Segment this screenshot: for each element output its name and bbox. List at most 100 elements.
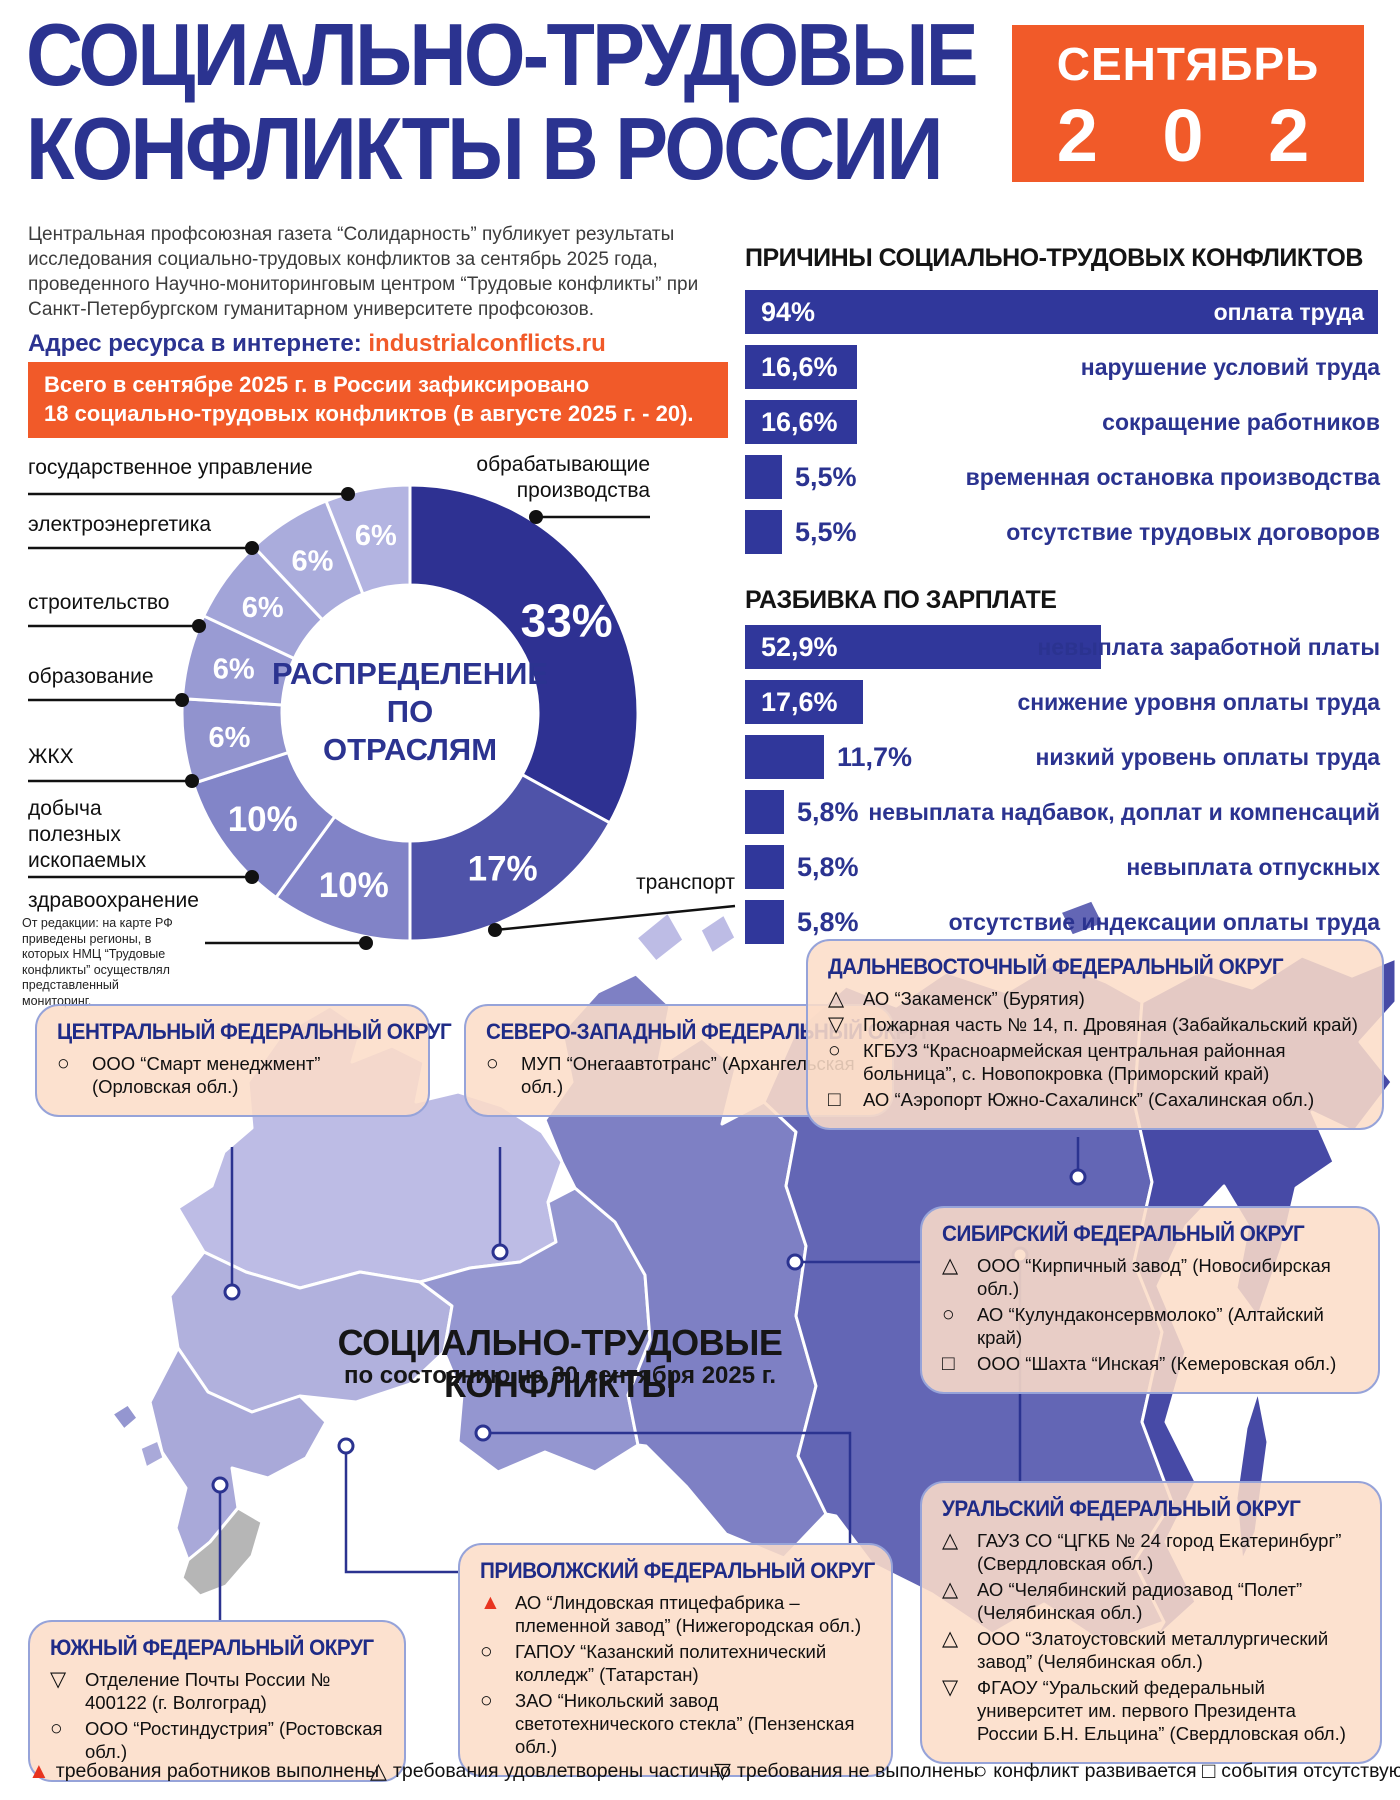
circle-icon: ○ <box>480 1689 493 1712</box>
resource-url-link[interactable]: industrialconflicts.ru <box>368 330 606 357</box>
legend-item-text: требования работников выполнены <box>55 1759 380 1782</box>
conflict-item-text: ГАУЗ СО “ЦГКБ № 24 город Екатеринбург” (… <box>977 1530 1342 1574</box>
period-month: СЕНТЯБРЬ <box>1056 38 1320 90</box>
salary-chart-title: РАЗБИВКА ПО ЗАРПЛАТЕ <box>745 586 1057 614</box>
conflict-list-item: ○ АО “Кулундаконсервмолоко” (Алтайский кр… <box>942 1303 1358 1349</box>
page-title: СОЦИАЛЬНО-ТРУДОВЫЕ КОНФЛИКТЫ В РОССИИ <box>26 5 979 196</box>
banner-line1: Всего в сентябре 2025 г. в России зафикс… <box>44 372 590 397</box>
map-island-1 <box>634 910 686 964</box>
svg-text:РАСПРЕДЕЛЕНИЕ: РАСПРЕДЕЛЕНИЕ <box>272 656 548 691</box>
conflict-item-text: АО “Челябинский радиозавод “Полет” (Челя… <box>977 1579 1303 1623</box>
legend-item-text: требования удовлетворены частично <box>392 1759 731 1782</box>
pie-label-healthcare: здравоохранение <box>28 889 199 912</box>
legend-item: ▽ требования не выполнены <box>714 1758 978 1784</box>
conflict-list-item: ○ ООО “Ростиндустрия” (Ростовская обл.) <box>50 1717 384 1763</box>
triangle-up-icon: △ <box>828 987 845 1010</box>
legend-item: ▲ требования работников выполнены <box>28 1758 379 1784</box>
triangle-up-icon: △ <box>942 1254 959 1277</box>
svg-text:ПО: ПО <box>387 694 433 729</box>
pie-slice-value: 6% <box>292 545 334 577</box>
bar-row: 5,8% отсутствие индексации оплаты труда <box>745 900 1380 944</box>
triangle-down-icon: ▽ <box>50 1668 67 1691</box>
circle-icon: ○ <box>480 1640 493 1663</box>
bar <box>745 735 824 779</box>
pie-slice-6 <box>201 544 325 661</box>
map-subtitle: по состоянию на 30 сентября 2025 г. <box>343 1362 777 1389</box>
circle-icon: ○ <box>828 1039 841 1062</box>
pie-slice-1 <box>408 772 612 943</box>
period-year: 2 0 2 5 <box>1056 94 1332 262</box>
conflict-item-text: КГБУЗ “Красноармейская центральная район… <box>863 1040 1286 1084</box>
conflict-list-item: ○ ЗАО “Никольский завод светотехнического… <box>480 1689 871 1758</box>
donut-center-label: РАСПРЕДЕЛЕНИЕ ПО ОТРАСЛЯМ <box>272 656 548 767</box>
triangle-down-icon: ▽ <box>942 1676 959 1699</box>
district-box-fareast: ДАЛЬНЕВОСТОЧНЫЙ ФЕДЕРАЛЬНЫЙ ОКРУГ △ АО “За… <box>806 939 1384 1130</box>
bar-row: 16,6% сокращение работников <box>745 400 1380 444</box>
bar-value-label: 5,8% <box>797 797 859 827</box>
period-badge: СЕНТЯБРЬ 2 0 2 5 <box>1012 25 1364 262</box>
total-conflicts-banner: Всего в сентябре 2025 г. в России зафикс… <box>28 362 728 438</box>
bar-value-label: 16,6% <box>761 407 838 437</box>
legend-item-text: события отсутствуют <box>1221 1759 1400 1782</box>
bar-value-label: 5,5% <box>795 462 857 492</box>
triangle-up-red-icon: ▲ <box>28 1758 50 1783</box>
conflict-list-item: ▽ Пожарная часть № 14, п. Дровяная (Забай… <box>828 1013 1362 1036</box>
district-box-ural: УРАЛЬСКИЙ ФЕДЕРАЛЬНЫЙ ОКРУГ △ ГАУЗ СО “ЦГК… <box>920 1481 1382 1764</box>
conflict-list-item: □ ООО “Шахта “Инская” (Кемеровская обл.) <box>942 1352 1358 1375</box>
district-title: ПРИВОЛЖСКИЙ ФЕДЕРАЛЬНЫЙ ОКРУГ <box>480 1558 875 1583</box>
map-island-2 <box>698 912 738 956</box>
bar-row: 5,8% невыплата надбавок, доплат и компенс… <box>745 790 1380 834</box>
salary-bar-chart: 52,9% невыплата заработной платы 17,6% сниж… <box>745 0 1380 1000</box>
conflict-list-item: △ АО “Челябинский радиозавод “Полет” (Чел… <box>942 1578 1360 1624</box>
legend-item: □ события отсутствуют <box>1202 1758 1400 1784</box>
district-title: ЮЖНЫЙ ФЕДЕРАЛЬНЫЙ ОКРУГ <box>50 1635 374 1660</box>
bar-row: 11,7% низкий уровень оплаты труда <box>745 735 1380 779</box>
conflict-item-text: ФГАОУ “Уральский федеральный университет… <box>977 1677 1346 1744</box>
circle-icon: ○ <box>974 1758 988 1783</box>
triangle-up-icon: △ <box>942 1529 959 1552</box>
square-icon: □ <box>942 1352 955 1375</box>
conflict-item-text: Пожарная часть № 14, п. Дровяная (Забайк… <box>863 1014 1358 1035</box>
bar-category-label: невыплата отпускных <box>1126 854 1380 880</box>
bar-category-label: снижение уровня оплаты труда <box>1017 689 1380 715</box>
pie-label-electric-power: электроэнергетика <box>28 513 212 536</box>
district-box-siberian: СИБИРСКИЙ ФЕДЕРАЛЬНЫЙ ОКРУГ △ ООО “Кирпичн… <box>920 1206 1380 1394</box>
bar-row: 94% оплата труда <box>745 290 1380 334</box>
pie-label-manufacturing: обрабатывающие производства <box>476 453 650 502</box>
district-title: ЦЕНТРАЛЬНЫЙ ФЕДЕРАЛЬНЫЙ ОКРУГ <box>57 1019 452 1044</box>
bar-value-label: 5,8% <box>797 852 859 882</box>
circle-icon: ○ <box>50 1717 63 1740</box>
pie-slice-4 <box>180 697 291 786</box>
pie-slice-value: 10% <box>228 800 298 839</box>
conflict-item-text: МУП “Онегаавтотранс” (Архангельская обл.… <box>521 1053 855 1097</box>
bar <box>745 510 782 554</box>
page-title-line1: СОЦИАЛЬНО-ТРУДОВЫЕ <box>26 5 979 104</box>
pie-label-education: образование <box>28 665 154 688</box>
causes-chart-title: ПРИЧИНЫ СОЦИАЛЬНО-ТРУДОВЫХ КОНФЛИКТОВ <box>745 244 1363 272</box>
square-icon: □ <box>828 1088 841 1111</box>
bar <box>745 290 1378 334</box>
bar-value-label: 16,6% <box>761 352 838 382</box>
intro-paragraph: Центральная профсоюзная газета “Солидарн… <box>28 224 699 320</box>
pie-slice-3 <box>191 750 337 900</box>
pie-slice-value: 33% <box>521 594 613 646</box>
conflict-item-text: АО “Аэропорт Южно-Сахалинск” (Сахалинска… <box>863 1089 1315 1110</box>
bar <box>745 845 784 889</box>
conflict-list-item: ▽ ФГАОУ “Уральский федеральный университе… <box>942 1676 1360 1745</box>
map-region-kaliningrad <box>110 1402 140 1432</box>
triangle-up-icon: △ <box>370 1758 387 1783</box>
conflict-item-text: ООО “Златоустовский металлургический зав… <box>977 1628 1329 1672</box>
conflict-list-item: □ АО “Аэропорт Южно-Сахалинск” (Сахалинск… <box>828 1088 1362 1111</box>
district-title: СЕВЕРО-ЗАПАДНЫЙ ФЕДЕРАЛЬНЫЙ ОКРУГ <box>486 1019 933 1044</box>
pie-label-construction: строительство <box>28 591 170 614</box>
district-box-southern: ЮЖНЫЙ ФЕДЕРАЛЬНЫЙ ОКРУГ ▽ Отделение Почты … <box>28 1620 406 1782</box>
legend-item-text: требования не выполнены <box>736 1759 979 1782</box>
pie-slice-5 <box>180 613 297 707</box>
circle-icon: ○ <box>57 1052 70 1075</box>
bar-value-label: 11,7% <box>837 742 913 772</box>
conflict-item-text: ГАПОУ “Казанский политехнический колледж… <box>515 1641 827 1685</box>
bar-category-label: невыплата надбавок, доплат и компенсаций <box>868 799 1380 825</box>
triangle-up-red-icon: ▲ <box>480 1591 501 1614</box>
bar-row: 16,6% нарушение условий труда <box>745 345 1380 389</box>
